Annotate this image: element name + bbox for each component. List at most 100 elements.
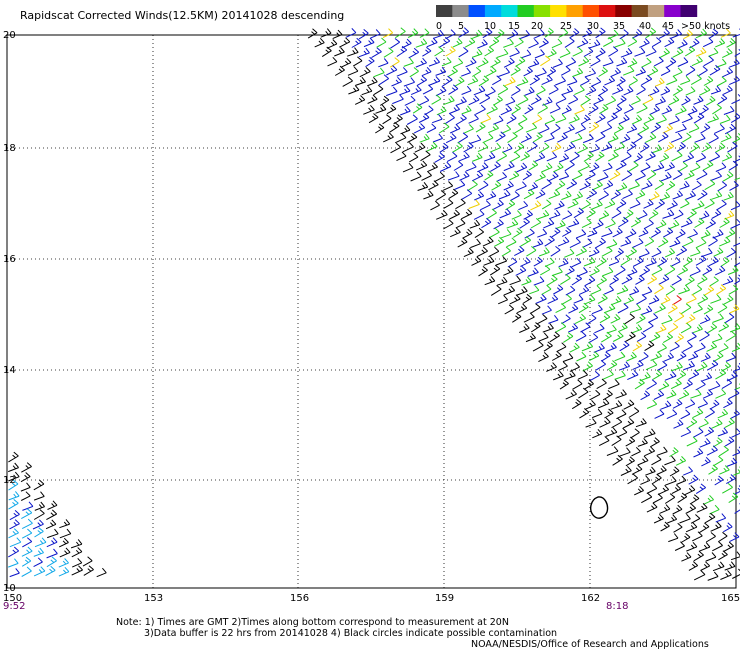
wind-barb [678,285,690,295]
wind-barb [610,313,621,324]
wind-barbs [8,27,740,581]
wind-barb [592,199,603,210]
wind-barb [730,218,740,229]
wind-barb [417,182,429,191]
lat-label-16: 16 [3,254,16,265]
wind-barb [731,428,740,438]
wind-barb [523,188,535,200]
wind-barb [457,132,469,144]
wind-barb [703,55,714,67]
wind-barb [713,247,724,257]
wind-barb [340,57,352,68]
wind-barb [669,466,680,477]
wind-barb [46,556,57,568]
wind-barb [678,265,689,276]
wind-barb [597,85,609,97]
wind-barb [699,330,710,342]
wind-barb [707,571,719,581]
wind-barb [546,48,557,59]
wind-barb [632,341,643,352]
wind-barb [538,332,549,342]
wind-barb [612,331,624,342]
wind-barb [656,219,667,229]
wind-barb [83,565,94,576]
wind-barb [498,294,508,305]
wind-barb [660,521,670,532]
wind-barb [598,210,610,220]
wind-barb [8,479,19,491]
wind-barb [561,85,574,96]
wind-barb [626,124,638,134]
wind-barb [576,267,588,277]
wind-barb [647,66,659,77]
wind-barb [686,294,697,304]
wind-barb [608,151,619,162]
wind-barb [617,182,628,192]
wind-barb [672,504,683,515]
wind-barb [541,284,552,295]
wind-barb [670,132,683,143]
wind-barb [543,341,553,352]
wind-barb [578,387,589,399]
wind-barb [596,47,606,58]
wind-barb [707,113,719,124]
wind-barb [511,104,521,115]
wind-barb [461,105,472,115]
wind-barb [596,378,607,390]
wind-barb [645,132,657,143]
wind-barb [490,57,501,68]
wind-barb [682,132,692,143]
wind-barb [690,247,701,257]
wind-barb [446,151,458,163]
wind-barb [713,455,724,466]
wind-barb [528,182,539,192]
wind-barb [722,171,734,182]
wind-barb [594,323,605,334]
wind-barb [723,191,734,201]
wind-barb [500,105,512,116]
wind-barb [334,65,345,76]
wind-barb [476,246,488,258]
wind-barb [616,76,626,87]
wind-barb [426,141,438,152]
wind-barb [609,169,621,181]
wind-barb [471,256,482,266]
wind-barb [695,255,707,266]
wind-barb [488,246,500,258]
wind-barb [540,265,551,276]
wind-barb [660,400,672,410]
wind-barb [522,170,532,181]
wind-barb [455,198,466,210]
wind-barb [497,172,508,182]
wind-barb [599,312,611,324]
wind-barb [536,314,548,325]
wind-barb [688,351,699,361]
wind-barb [461,67,471,77]
wind-barb [719,217,730,228]
wind-barb [641,57,652,68]
wind-barb [663,227,674,238]
wind-barb [685,314,696,325]
wind-barb [448,84,459,95]
wind-barb [651,265,663,276]
wind-barb [465,57,477,68]
wind-barb [712,561,725,572]
wind-barb [706,342,718,352]
wind-barb [555,302,567,314]
wind-barb [47,500,58,510]
wind-barb [689,266,701,277]
wind-barb [604,199,616,209]
wind-barb [624,331,636,343]
wind-barb [418,95,430,106]
wind-barb [363,37,375,48]
wind-barb [321,46,332,58]
wind-barb [715,388,727,399]
wind-barb [567,198,579,209]
wind-barb [473,209,485,220]
wind-barb [715,513,727,523]
wind-barb [569,362,580,372]
wind-barb [575,229,587,239]
wind-barb [415,38,428,48]
wind-barb [623,399,635,410]
wind-barb [612,84,624,95]
